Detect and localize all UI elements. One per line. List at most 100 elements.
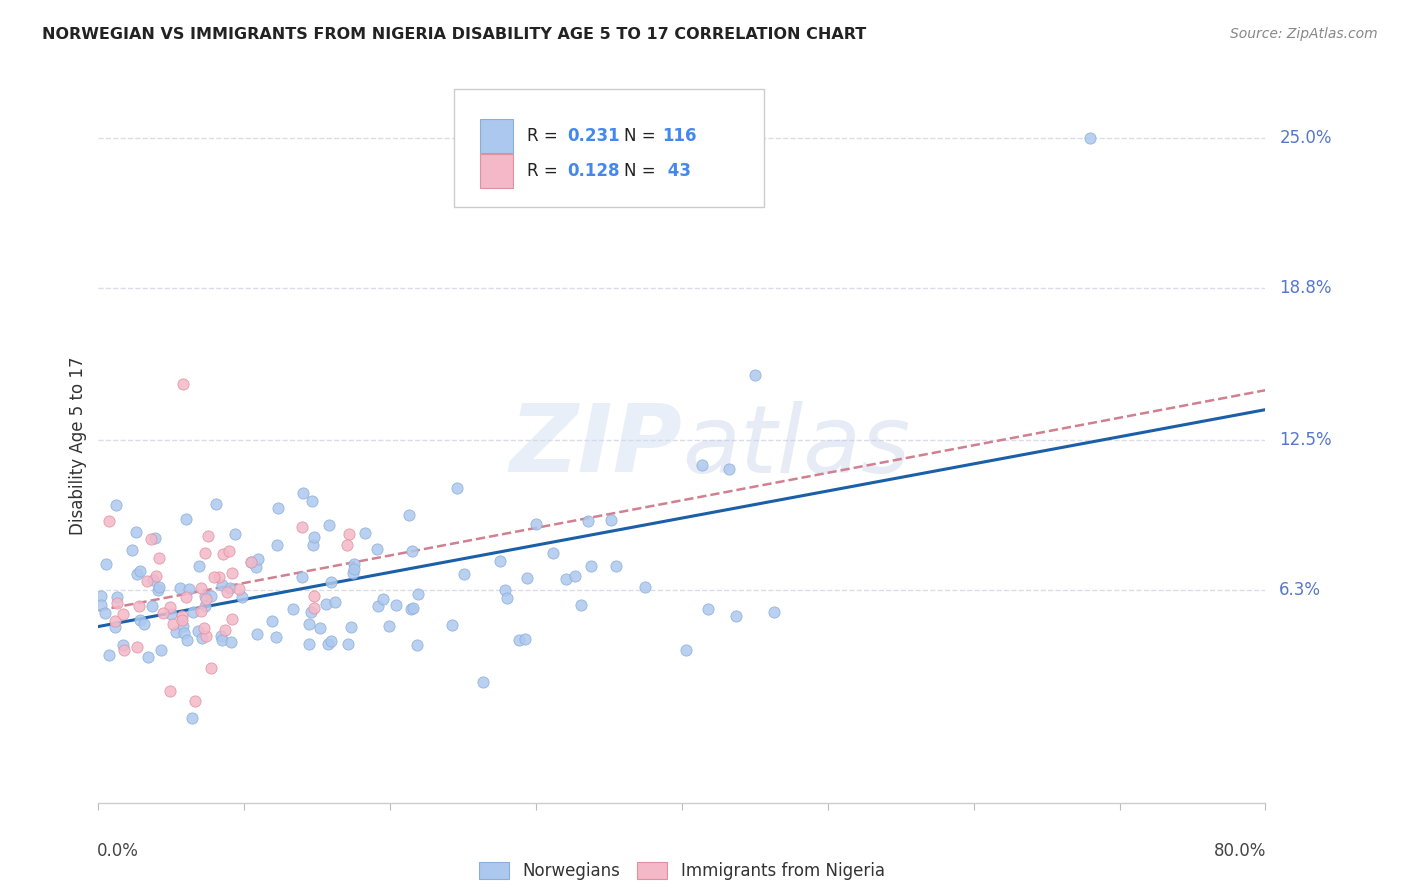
Point — [555, 572, 578, 586]
Point — [169, 581, 191, 595]
Point — [488, 554, 510, 568]
Point — [202, 570, 225, 584]
Point — [371, 592, 394, 607]
Point — [605, 559, 627, 574]
Text: 0.128: 0.128 — [568, 161, 620, 180]
Point — [496, 591, 519, 606]
Point — [564, 568, 586, 582]
Point — [215, 585, 238, 599]
Point — [308, 621, 330, 635]
Point — [266, 538, 288, 552]
Point — [246, 552, 269, 566]
Point — [214, 623, 236, 637]
Point — [224, 526, 246, 541]
Point — [744, 368, 766, 382]
Point — [401, 544, 423, 558]
Text: 80.0%: 80.0% — [1215, 842, 1267, 860]
Point — [211, 547, 233, 561]
Point — [291, 570, 314, 584]
Point — [193, 621, 215, 635]
Point — [299, 605, 322, 619]
Point — [298, 637, 321, 651]
Point — [190, 581, 212, 595]
Point — [304, 601, 326, 615]
Point — [337, 526, 360, 541]
Point — [1080, 130, 1102, 145]
Point — [136, 650, 159, 665]
Point — [321, 575, 343, 590]
Point — [98, 514, 121, 528]
Point — [174, 590, 197, 604]
Point — [211, 578, 233, 592]
Text: 12.5%: 12.5% — [1279, 431, 1331, 449]
Point — [190, 604, 212, 618]
Point — [97, 648, 120, 663]
Point — [127, 640, 149, 655]
Point — [377, 619, 399, 633]
Point — [125, 525, 148, 540]
Point — [132, 617, 155, 632]
Text: 25.0%: 25.0% — [1279, 128, 1331, 146]
Point — [245, 559, 267, 574]
Point — [301, 538, 323, 552]
Point — [152, 606, 174, 620]
Point — [508, 633, 530, 648]
Point — [264, 630, 287, 644]
Point — [142, 573, 165, 587]
Point — [246, 627, 269, 641]
Text: R =: R = — [527, 161, 562, 180]
Text: N =: N = — [623, 161, 661, 180]
Point — [231, 591, 253, 605]
Point — [494, 583, 516, 598]
Point — [675, 643, 697, 657]
Point — [340, 620, 363, 634]
Point — [385, 598, 408, 612]
Point — [292, 486, 315, 500]
Point — [141, 532, 163, 546]
Text: 43: 43 — [662, 161, 692, 180]
Text: Source: ZipAtlas.com: Source: ZipAtlas.com — [1230, 27, 1378, 41]
Point — [298, 617, 321, 632]
Point — [194, 599, 217, 614]
Text: N =: N = — [623, 127, 661, 145]
Point — [172, 619, 194, 633]
Point — [105, 498, 128, 512]
Point — [190, 631, 212, 645]
Point — [634, 580, 657, 594]
Point — [94, 557, 117, 571]
Point — [367, 599, 389, 613]
Point — [366, 542, 388, 557]
Point — [318, 517, 340, 532]
Bar — [479, 119, 513, 153]
Point — [524, 517, 547, 532]
Point — [718, 462, 741, 476]
Point — [141, 599, 163, 613]
Point — [321, 633, 343, 648]
Point — [188, 559, 211, 574]
Point — [697, 602, 720, 616]
Point — [302, 530, 325, 544]
Point — [129, 565, 152, 579]
Point — [112, 643, 135, 657]
Point — [176, 632, 198, 647]
Point — [207, 570, 229, 584]
Text: 0.0%: 0.0% — [97, 842, 139, 860]
Point — [211, 633, 233, 648]
Point — [103, 615, 125, 629]
Point — [302, 590, 325, 604]
Point — [725, 609, 748, 624]
Point — [581, 559, 603, 574]
Point — [112, 607, 135, 621]
Point — [160, 607, 183, 621]
Point — [218, 581, 240, 595]
Point — [239, 555, 262, 569]
Point — [516, 571, 538, 585]
Point — [343, 562, 366, 576]
Point — [148, 580, 170, 594]
Point — [205, 498, 228, 512]
Point — [172, 613, 194, 627]
Point — [174, 511, 197, 525]
Point — [128, 599, 150, 613]
Text: ZIP: ZIP — [509, 400, 682, 492]
Point — [105, 596, 128, 610]
